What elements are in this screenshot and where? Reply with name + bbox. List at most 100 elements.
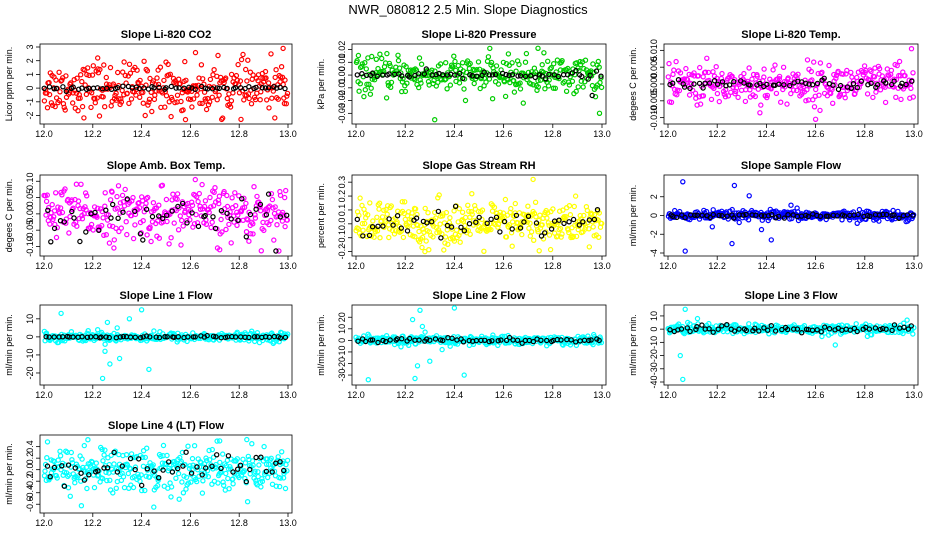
- data-point: [710, 69, 716, 75]
- data-point: [161, 77, 167, 84]
- panel-title: Slope Li-820 Temp.: [741, 29, 840, 41]
- data-point: [212, 225, 219, 232]
- data-point: [486, 72, 492, 78]
- data-point: [220, 479, 226, 485]
- chart-panel-7: Slope Line 1 Flow 12.0 12.2 12.4 12.6 12.8 13.…: [4, 290, 297, 400]
- data-point: [180, 463, 186, 469]
- data-point: [239, 196, 245, 202]
- data-point: [412, 375, 418, 382]
- x-tick-label: 12.6: [182, 518, 200, 528]
- data-point: [535, 45, 541, 52]
- data-point: [908, 46, 915, 52]
- data-point: [465, 202, 471, 208]
- panel-title: Slope Amb. Box Temp.: [107, 160, 226, 172]
- data-point: [138, 472, 144, 478]
- data-point: [223, 226, 229, 233]
- data-point: [179, 200, 186, 207]
- data-point: [89, 72, 96, 78]
- data-point: [471, 80, 477, 87]
- data-point: [416, 239, 423, 245]
- data-point: [84, 65, 91, 71]
- data-point: [268, 190, 275, 197]
- data-point: [187, 96, 194, 103]
- data-point: [398, 228, 405, 234]
- x-tick-label: 13.0: [593, 261, 611, 271]
- data-point: [51, 208, 58, 214]
- data-point: [94, 85, 101, 91]
- data-point: [745, 217, 752, 223]
- data-point: [398, 344, 404, 350]
- data-point: [90, 227, 96, 233]
- data-point: [156, 202, 162, 208]
- data-point: [910, 94, 917, 100]
- data-point: [362, 86, 368, 93]
- data-point: [686, 71, 692, 78]
- data-point: [216, 193, 223, 199]
- data-point: [117, 200, 124, 206]
- data-point: [263, 212, 270, 218]
- data-point: [691, 81, 697, 87]
- y-tick-label: 10: [337, 324, 347, 334]
- data-point: [700, 93, 707, 99]
- data-point: [125, 470, 132, 477]
- data-point: [513, 212, 520, 219]
- data-point: [580, 84, 586, 90]
- data-point: [186, 84, 192, 91]
- data-point: [776, 75, 783, 82]
- data-point: [471, 67, 478, 73]
- data-point: [261, 227, 267, 234]
- data-point: [479, 207, 486, 213]
- data-point: [243, 200, 249, 207]
- data-point: [102, 341, 108, 347]
- data-point: [354, 58, 360, 64]
- data-point: [77, 95, 83, 101]
- data-point: [107, 197, 114, 203]
- data-point: [224, 203, 231, 210]
- data-point: [50, 216, 56, 223]
- data-point: [502, 93, 509, 100]
- data-point: [84, 334, 91, 340]
- data-point: [508, 205, 514, 212]
- data-point: [598, 75, 604, 81]
- data-point: [133, 92, 139, 98]
- data-point: [105, 212, 112, 218]
- data-point: [155, 475, 162, 481]
- data-point: [374, 73, 380, 80]
- data-point: [275, 96, 281, 102]
- data-point: [218, 216, 224, 223]
- data-point: [423, 238, 429, 244]
- data-point: [107, 477, 113, 483]
- data-point: [47, 221, 53, 227]
- data-point: [443, 209, 450, 216]
- data-point: [799, 330, 805, 336]
- data-point: [74, 75, 80, 81]
- data-point: [283, 100, 289, 107]
- data-point: [209, 94, 215, 101]
- data-point: [521, 219, 527, 225]
- data-point: [150, 199, 157, 206]
- data-point: [757, 80, 763, 87]
- data-point: [88, 90, 95, 96]
- data-point: [151, 328, 157, 334]
- data-point: [758, 226, 765, 233]
- data-point: [55, 204, 61, 210]
- data-point: [245, 217, 251, 223]
- data-point: [714, 90, 721, 97]
- data-point: [268, 51, 274, 57]
- data-point: [524, 219, 531, 225]
- data-point: [861, 63, 868, 69]
- data-point: [261, 443, 267, 450]
- data-point: [768, 237, 775, 243]
- data-point: [151, 468, 157, 474]
- x-tick-label: 12.0: [35, 129, 53, 139]
- data-point: [409, 210, 415, 216]
- data-point: [174, 196, 180, 202]
- data-point: [54, 224, 61, 231]
- data-point: [711, 85, 717, 92]
- data-point: [551, 61, 557, 67]
- data-point: [810, 96, 816, 103]
- data-point: [225, 453, 232, 459]
- data-point: [530, 82, 537, 88]
- data-point: [218, 465, 224, 472]
- data-point: [883, 326, 889, 332]
